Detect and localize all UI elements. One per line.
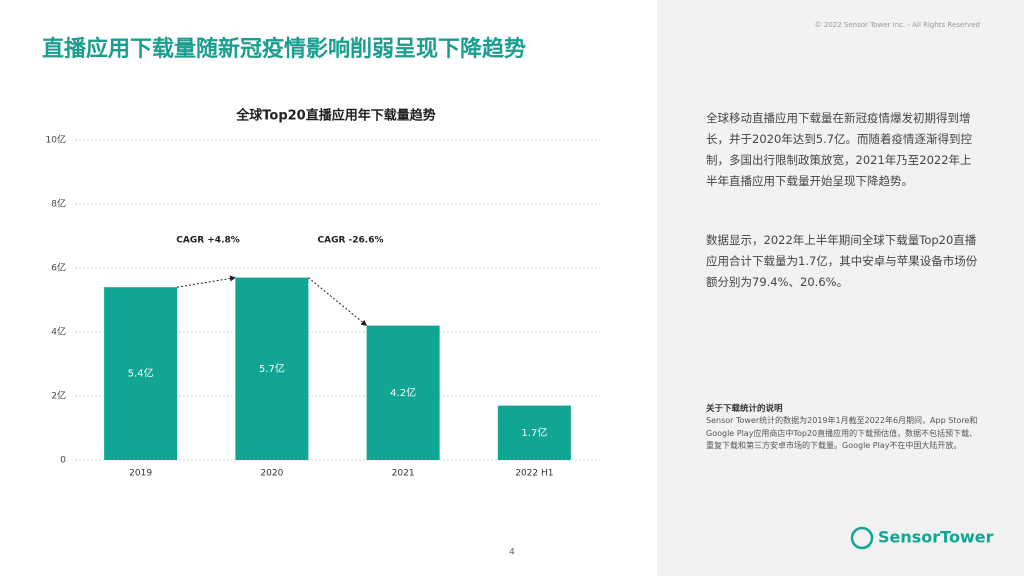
y-tick-label: 0 [60,456,66,466]
value-label: 5.7亿 [259,362,285,375]
x-tick-label: 2020 [260,469,283,479]
y-tick-label: 6亿 [51,262,66,274]
note-title: 关于下载统计的说明 [706,404,783,414]
logo-icon [850,526,874,550]
value-label: 4.2亿 [390,386,416,399]
value-label: 1.7亿 [521,426,547,439]
bar [104,287,178,460]
logo: SensorTower [878,528,994,547]
bar [497,405,571,460]
bar [366,325,440,460]
annotation: CAGR -26.6% [318,236,384,246]
note-body: Sensor Tower统计的数据为2019年1月截至2022年6月期间，App… [706,416,978,450]
y-tick-label: 4亿 [51,326,66,338]
value-label: 5.4亿 [128,367,154,380]
chart-title: 全球Top20直播应用年下载量趋势 [235,108,435,124]
slide-title: 直播应用下载量随新冠疫情影响削弱呈现下降趋势 [42,36,526,62]
y-tick-label: 8亿 [51,198,66,210]
page-number: 4 [509,548,515,558]
bar [235,277,309,460]
x-tick-label: 2022 H1 [515,469,553,479]
x-tick-label: 2021 [392,469,415,479]
paragraph: 全球移动直播应用下载量在新冠疫情爆发初期得到增长，并于2020年达到5.7亿。而… [706,111,973,188]
side-panel [657,0,1024,576]
copyright: © 2022 Sensor Tower Inc. - All Rights Re… [815,21,980,29]
trend-arrow [308,277,368,326]
trend-arrow [177,275,236,288]
y-tick-label: 10亿 [46,134,66,146]
x-tick-label: 2019 [129,469,152,479]
y-tick-label: 2亿 [51,390,66,402]
paragraph: 数据显示，2022年上半年期间全球下载量Top20直播应用合计下载量为1.7亿，… [706,233,978,289]
annotation: CAGR +4.8% [176,236,240,246]
